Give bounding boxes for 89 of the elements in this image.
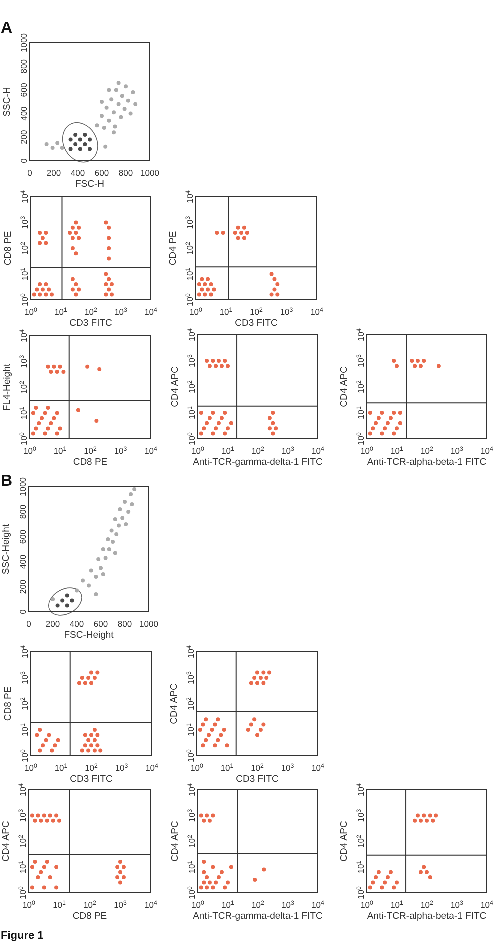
y-axis-title: CD4 APC <box>339 821 350 862</box>
x-tick-label: 10$^{3}$ <box>114 446 128 456</box>
x-tick-label: 1000 <box>140 619 159 629</box>
x-tick-label: 10$^{2}$ <box>420 900 434 910</box>
x-tick-label: 10$^{2}$ <box>250 306 264 317</box>
x-tick-label: 10$^{1}$ <box>54 762 68 773</box>
y-axis-title: CD4 APC <box>169 684 180 724</box>
x-axis-title: Anti-TCR-alpha-beta-1 FITC <box>367 457 487 468</box>
x-tick-label: 400 <box>70 168 86 178</box>
x-tick-label: 10$^{4}$ <box>312 900 326 910</box>
chart-title: A <box>1 20 13 37</box>
x-tick-label: 10$^{4}$ <box>480 900 494 910</box>
caption: Figure 1 <box>1 930 44 942</box>
x-tick-label: 200 <box>46 619 60 629</box>
y-axis-title: SSC-H <box>2 87 13 117</box>
y-axis-title: SSC-Height <box>1 524 12 575</box>
x-tick-label: 10$^{4}$ <box>146 762 160 773</box>
y-tick-label: 200 <box>19 130 29 144</box>
x-tick-label: 10$^{2}$ <box>251 762 265 773</box>
x-tick-label: 10$^{1}$ <box>54 446 68 456</box>
x-axis-title: Anti-TCR-alpha-beta-1 FITC <box>367 911 487 922</box>
y-tick-label: 1000 <box>19 33 29 52</box>
x-tick-label: 10$^{2}$ <box>85 762 99 773</box>
x-tick-label: 10$^{1}$ <box>220 306 234 317</box>
y-axis-title: CD4 APC <box>1 821 12 862</box>
x-tick-label: 10$^{4}$ <box>144 900 158 910</box>
y-axis-title: CD8 PE <box>3 686 14 722</box>
x-tick-label: 10$^{3}$ <box>115 762 129 773</box>
x-tick-label: 10$^{2}$ <box>84 306 98 317</box>
x-tick-label: 10$^{3}$ <box>114 900 128 910</box>
y-tick-label: 600 <box>19 82 29 98</box>
x-axis-title: CD8 PE <box>73 457 108 468</box>
y-tick-label: 600 <box>18 530 28 544</box>
x-tick-label: 800 <box>118 619 132 629</box>
y-axis-title: CD4 PE <box>168 231 179 266</box>
x-tick-label: 10$^{4}$ <box>312 762 326 773</box>
y-tick-label: 200 <box>18 580 28 594</box>
x-tick-label: 800 <box>118 168 134 178</box>
x-axis-title: Anti-TCR-gamma-delta-1 FITC <box>193 457 324 468</box>
x-axis-title: Anti-TCR-gamma-delta-1 FITC <box>193 911 324 922</box>
x-tick-label: 10$^{1}$ <box>222 446 236 456</box>
y-tick-label: 400 <box>18 554 28 570</box>
x-tick-label: 10$^{1}$ <box>390 900 404 910</box>
y-tick-label: 1000 <box>18 477 28 496</box>
y-tick-label: 800 <box>19 59 29 74</box>
x-tick-label: 600 <box>94 619 108 629</box>
x-axis-title: CD3 FITC <box>235 318 278 329</box>
x-tick-label: 400 <box>70 619 84 629</box>
y-axis-title: FL4-Height <box>2 364 13 411</box>
x-tick-label: 10$^{1}$ <box>54 306 68 317</box>
y-tick-label: 0 <box>19 158 29 164</box>
x-tick-label: 1000 <box>140 168 160 178</box>
x-tick-label: 10$^{2}$ <box>84 900 98 910</box>
y-axis-title: CD4 APC <box>170 821 181 862</box>
x-tick-label: 10$^{2}$ <box>252 446 266 456</box>
x-tick-label: 10$^{2}$ <box>84 446 98 456</box>
x-tick-label: 10$^{2}$ <box>252 900 266 910</box>
x-tick-label: 10$^{2}$ <box>420 446 434 456</box>
y-axis-title: CD8 PE <box>3 231 14 266</box>
x-tick-label: 10$^{1}$ <box>390 446 404 456</box>
x-tick-label: 10$^{1}$ <box>53 900 67 910</box>
x-tick-label: 10$^{3}$ <box>114 306 128 317</box>
x-tick-label: 10$^{3}$ <box>450 446 464 456</box>
x-tick-label: 200 <box>46 168 62 178</box>
x-axis-title: CD8 PE <box>72 911 108 922</box>
x-axis-title: CD3 FITC <box>236 774 280 785</box>
x-tick-label: 10$^{4}$ <box>144 446 158 456</box>
x-tick-label: 10$^{4}$ <box>480 446 494 456</box>
x-tick-label: 600 <box>94 168 110 178</box>
x-axis-title: FSC-H <box>75 179 105 190</box>
x-tick-label: 10$^{4}$ <box>144 306 158 317</box>
x-tick-label: 10$^{3}$ <box>282 900 296 910</box>
y-tick-label: 400 <box>19 106 29 121</box>
x-axis-title: CD3 FITC <box>70 318 113 329</box>
x-axis-title: CD3 FITC <box>70 774 114 785</box>
x-tick-label: 10$^{3}$ <box>280 306 294 317</box>
x-tick-label: 10$^{1}$ <box>222 900 236 910</box>
x-tick-label: 10$^{4}$ <box>310 306 324 317</box>
x-tick-label: 10$^{3}$ <box>281 762 295 773</box>
x-tick-label: 10$^{1}$ <box>220 762 234 773</box>
x-axis-title: FSC-Height <box>64 630 114 641</box>
x-tick-label: 10$^{3}$ <box>282 446 296 456</box>
x-tick-label: 10$^{3}$ <box>450 900 464 910</box>
y-tick-label: 0 <box>18 609 28 614</box>
y-tick-label: 800 <box>18 504 28 520</box>
chart-title: B <box>1 473 13 490</box>
y-axis-title: CD4 APC <box>170 366 181 408</box>
y-axis-title: CD4 APC <box>339 366 350 408</box>
x-tick-label: 10$^{4}$ <box>312 446 326 456</box>
